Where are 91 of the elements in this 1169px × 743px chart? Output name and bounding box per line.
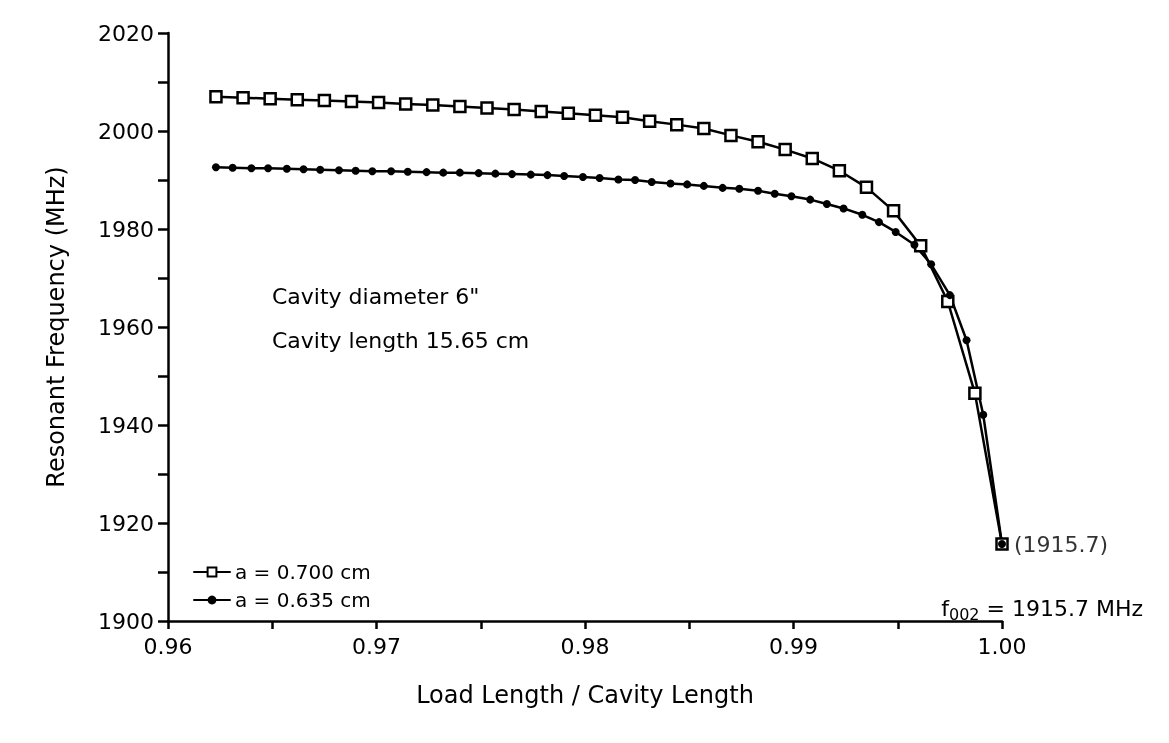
point: [718, 183, 727, 192]
point: [735, 184, 744, 193]
point: [453, 99, 467, 114]
point: [398, 97, 413, 111]
point: [724, 128, 738, 143]
point: [588, 108, 603, 123]
point: [806, 195, 815, 204]
point: [968, 386, 982, 400]
point: [334, 166, 343, 175]
point: [290, 92, 305, 107]
point: [534, 104, 548, 119]
x-tick-label: 0.96: [143, 633, 193, 659]
x-tick-label: 0.98: [560, 633, 610, 659]
point: [666, 179, 675, 188]
point: [317, 93, 332, 108]
y-tick-label: 1900: [98, 608, 154, 634]
point: [832, 163, 847, 178]
point: [455, 168, 464, 177]
annotation: Cavity diameter 6": [272, 283, 480, 309]
point: [859, 180, 874, 195]
point: [426, 98, 440, 112]
annotation: Cavity length 15.65 cm: [272, 327, 530, 353]
point: [805, 151, 820, 166]
point: [543, 171, 552, 180]
point: [264, 164, 273, 173]
point: [299, 165, 308, 174]
point: [403, 167, 412, 176]
point: [874, 218, 883, 227]
point: [683, 180, 692, 189]
point: [236, 90, 250, 105]
y-tick-label: 1980: [98, 216, 154, 242]
point: [480, 101, 494, 115]
point: [595, 174, 604, 183]
point: [211, 163, 220, 172]
point: [699, 181, 708, 190]
point: [647, 177, 656, 186]
point: [508, 170, 517, 179]
point: [368, 167, 377, 176]
point: [561, 106, 576, 121]
y-tick-label: 2000: [98, 118, 154, 144]
point: [247, 164, 256, 173]
point: [371, 95, 386, 110]
point: [697, 121, 711, 136]
point: [615, 110, 630, 125]
x-tick-label: 1.00: [977, 633, 1027, 659]
point: [778, 142, 792, 157]
point: [642, 114, 657, 128]
legend-label: a = 0.700 cm: [235, 560, 371, 584]
point: [822, 200, 831, 209]
point: [474, 169, 483, 178]
point: [526, 170, 535, 179]
y-tick-label: 1920: [98, 510, 154, 536]
y-tick-label: 1960: [98, 314, 154, 340]
point: [439, 168, 448, 177]
point: [962, 336, 971, 345]
point: [910, 240, 919, 249]
point: [422, 168, 431, 177]
legend-label: a = 0.635 cm: [235, 588, 371, 612]
point: [631, 176, 640, 184]
point: [282, 164, 291, 173]
point: [770, 189, 779, 198]
y-axis-title: Resonant Frequency (MHz): [42, 166, 70, 488]
point: [560, 172, 569, 181]
point: [979, 410, 988, 419]
x-axis-title: Load Length / Cavity Length: [416, 681, 754, 709]
point: [886, 204, 901, 218]
point: [263, 91, 277, 106]
y-tick-label: 1940: [98, 412, 154, 438]
point: [891, 227, 900, 236]
point: [344, 94, 359, 109]
y-tick-label: 2020: [98, 20, 154, 46]
point: [491, 169, 500, 178]
point: [839, 204, 848, 213]
x-tick-label: 0.99: [769, 633, 818, 659]
point: [507, 102, 521, 117]
point: [787, 192, 796, 201]
point: [754, 186, 763, 195]
point: [614, 175, 623, 184]
x-tick-label: 0.97: [352, 633, 401, 659]
point: [669, 117, 684, 132]
point: [858, 210, 867, 219]
point: [209, 89, 223, 104]
point: [351, 166, 360, 175]
point: [751, 135, 765, 149]
point: [316, 165, 325, 174]
point: [927, 260, 936, 269]
point: [578, 173, 587, 182]
point: [945, 291, 954, 300]
annotation: (1915.7): [1014, 531, 1109, 557]
point: [228, 163, 237, 172]
point: [387, 167, 396, 176]
